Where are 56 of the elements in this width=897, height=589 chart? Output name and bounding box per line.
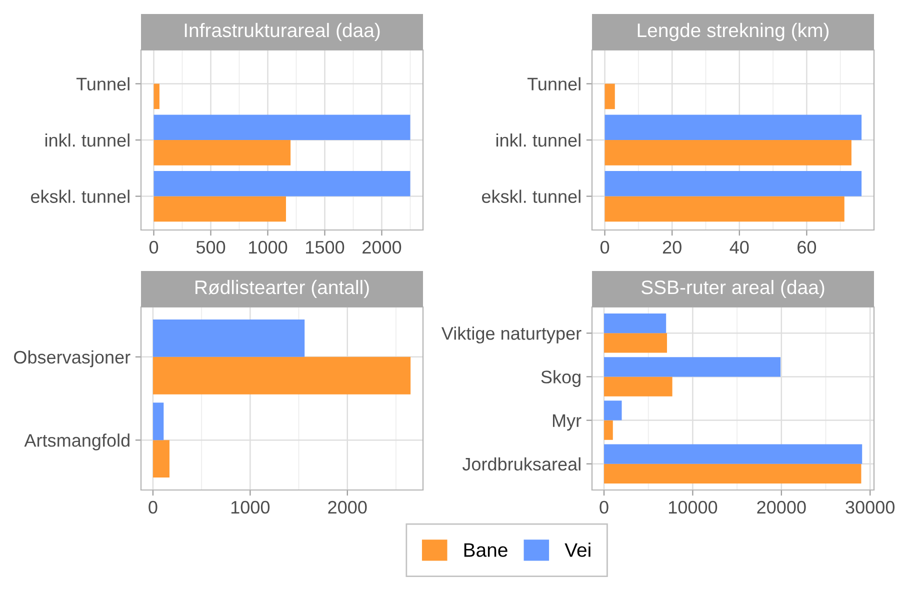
bar: [604, 420, 613, 440]
bar: [152, 440, 170, 478]
bar: [154, 140, 291, 166]
x-tick-label: 0: [149, 240, 158, 254]
y-tick-label: inkl. tunnel: [45, 133, 130, 147]
x-tick-label: 0: [148, 500, 158, 514]
y-tick-label: Skog: [541, 370, 580, 388]
x-tick-label: 40: [730, 240, 749, 254]
y-tick-label: Tunnel: [527, 77, 580, 90]
bar: [604, 357, 781, 377]
bar: [154, 170, 410, 196]
y-tick-label: Tunnel: [76, 77, 130, 90]
bar: [154, 114, 410, 140]
legend-label: Bane: [464, 543, 508, 557]
x-tick-label: 1000: [231, 500, 270, 514]
x-tick-label: 30000: [846, 500, 894, 514]
bar: [154, 84, 160, 110]
bar: [604, 444, 862, 464]
y-tick-label: ekskl. tunnel: [30, 190, 130, 203]
bar: [152, 319, 305, 357]
y-tick-label: ekskl. tunnel: [482, 190, 580, 203]
y-tick-label: inkl. tunnel: [496, 133, 580, 147]
y-tick-label: Artsmangfold: [24, 434, 130, 450]
x-tick-label: 20: [662, 240, 682, 254]
x-tick-label: 20000: [757, 500, 806, 514]
bar: [604, 196, 844, 222]
chart-title: Infrastrukturareal (daa): [184, 22, 380, 42]
y-tick-label: Viktige naturtyper: [441, 326, 582, 344]
bar: [154, 196, 286, 222]
bar: [604, 170, 862, 196]
y-tick-label: Jordbruksareal: [462, 457, 580, 471]
y-tick-label: Observasjoner: [14, 350, 130, 368]
bar: [604, 400, 622, 420]
bar: [604, 333, 667, 353]
x-tick-label: 0: [600, 500, 608, 514]
bar: [604, 464, 862, 484]
x-tick-label: 1000: [249, 240, 288, 254]
bar: [152, 402, 164, 440]
chart-title: Lengde strekning (km): [638, 22, 829, 42]
bar: [604, 114, 862, 140]
bar: [152, 356, 411, 394]
bar: [604, 84, 615, 110]
y-tick-label: Myr: [552, 414, 582, 431]
x-tick-label: 0: [600, 240, 610, 254]
x-tick-label: 2000: [362, 240, 402, 254]
x-tick-label: 10000: [668, 500, 718, 514]
legend-label: Vei: [564, 542, 590, 557]
x-tick-label: 60: [798, 240, 816, 254]
chart-title: Rødlistearter (antall): [196, 280, 369, 298]
bar: [604, 314, 666, 334]
x-tick-label: 500: [196, 240, 226, 254]
x-tick-label: 2000: [328, 500, 367, 514]
bar: [604, 376, 672, 396]
chart-title: SSB-ruter areal (daa): [641, 280, 824, 298]
bar: [604, 140, 852, 166]
x-tick-label: 1500: [306, 240, 344, 254]
